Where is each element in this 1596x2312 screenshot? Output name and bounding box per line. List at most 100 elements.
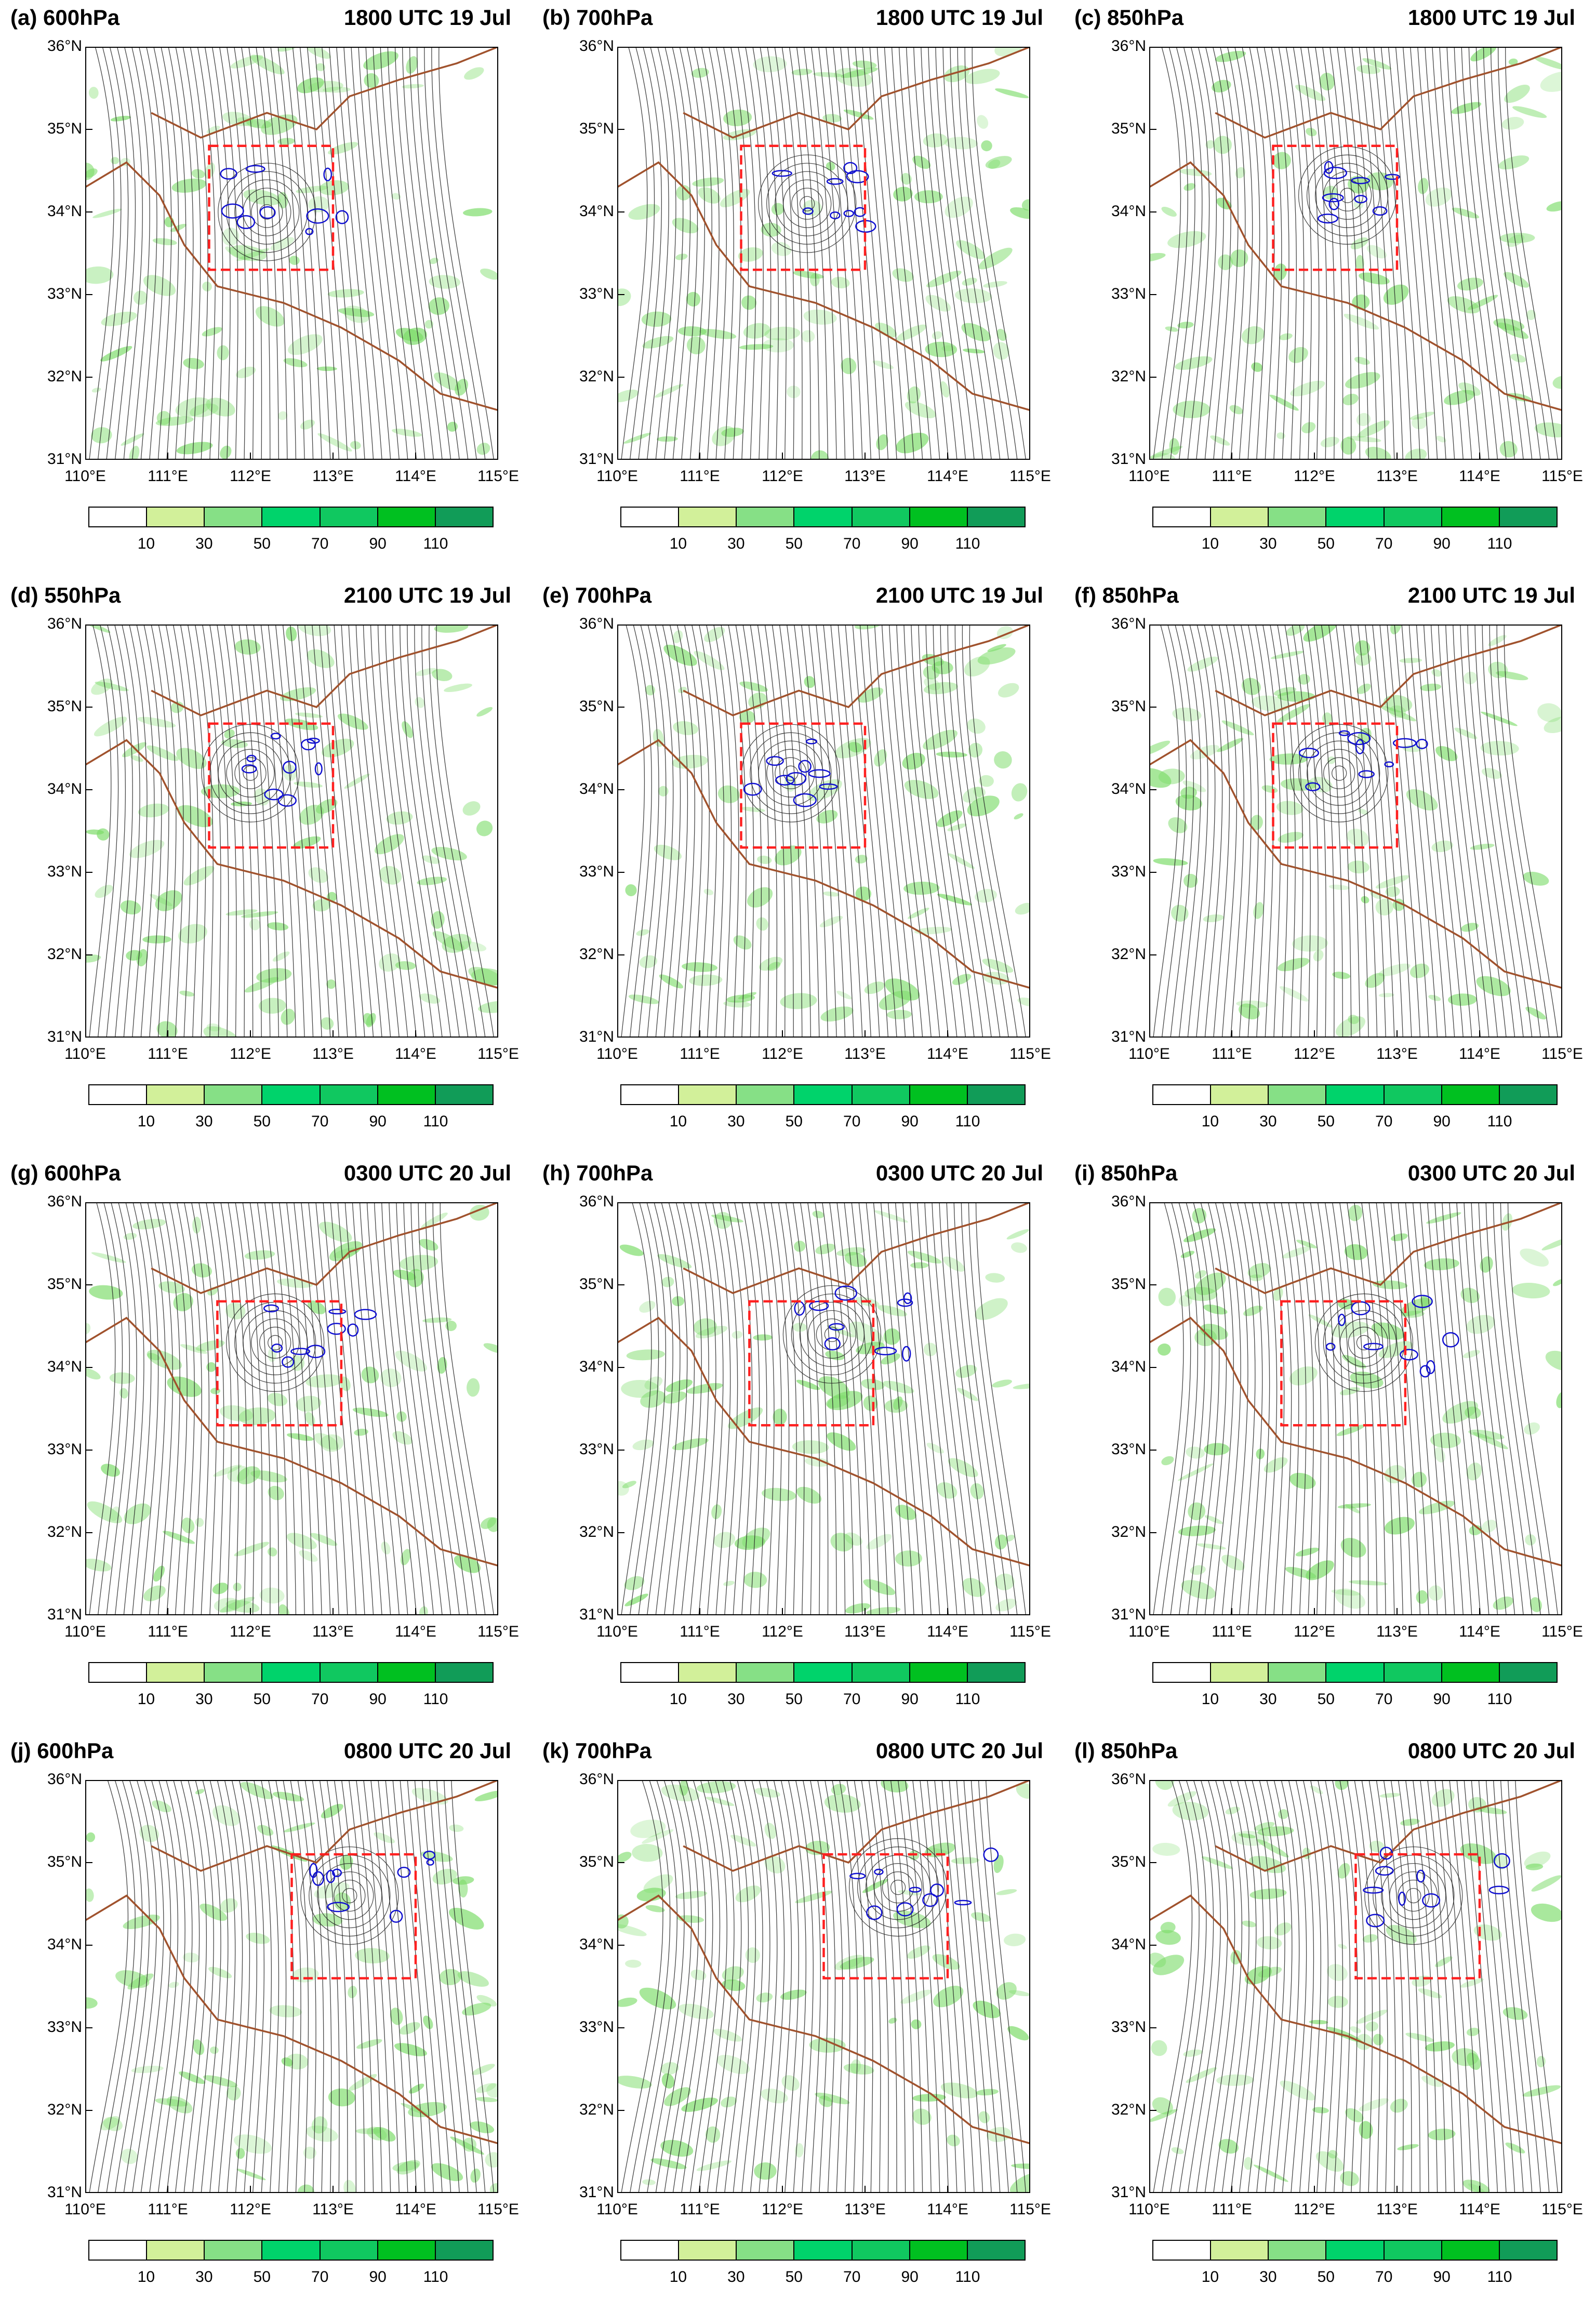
shading-blob [689, 974, 723, 986]
streamline [261, 1780, 280, 2193]
streamline [1265, 1780, 1285, 2193]
precip-contour [305, 1345, 326, 1359]
shading-blob [1175, 356, 1213, 370]
shading-blob [741, 295, 757, 310]
shading-blob [225, 1600, 260, 1613]
shading-blob [472, 2064, 495, 2075]
shading-blob [338, 308, 375, 317]
colorbar [620, 507, 1026, 527]
shading-blob [442, 934, 472, 953]
streamline [706, 624, 725, 1038]
streamline [1234, 47, 1253, 460]
shading-blob [1253, 2164, 1288, 2182]
shading-blob [831, 276, 850, 288]
x-tick-label: 115°E [1009, 1623, 1051, 1640]
streamline [1354, 1780, 1373, 2193]
shading-blob [1400, 1818, 1420, 1826]
shading-blob [1411, 416, 1427, 430]
shading-blob [818, 2095, 833, 2107]
shading-blob [1444, 390, 1475, 405]
shading-blob [1526, 310, 1536, 321]
streamline [1454, 47, 1498, 460]
streamline [1368, 1780, 1388, 2193]
y-tick-label: 31°N [579, 450, 614, 468]
x-tick-label: 111°E [148, 1623, 188, 1640]
shading-blob [996, 1889, 1017, 1895]
shading-blob [977, 647, 1016, 665]
shading-blob [1014, 813, 1023, 820]
panel-title: (h) 700hPa 0300 UTC 20 Jul [532, 1159, 1064, 1190]
streamline [1264, 47, 1282, 460]
vortex-circulation [766, 749, 815, 798]
precip-contour [306, 208, 329, 224]
streamline [1278, 47, 1297, 460]
streamline [209, 624, 229, 1038]
streamline [114, 624, 133, 1038]
shading-blob [1406, 789, 1438, 811]
vortex-circulation [325, 1871, 374, 1920]
colorbar-segment [737, 2241, 795, 2260]
shading-blob [182, 1952, 200, 1963]
shading-blob [1362, 58, 1392, 70]
panel-title: (b) 700hPa 1800 UTC 19 Jul [532, 3, 1064, 34]
shading-blob [982, 959, 1014, 973]
precip-contour [327, 1902, 350, 1912]
vortex-circulation [782, 1285, 882, 1384]
shading-blob [1190, 745, 1219, 760]
shading-blob [875, 322, 897, 338]
shading-blob [210, 2046, 219, 2054]
shading-blob [1221, 720, 1254, 736]
shading-blob [171, 178, 207, 193]
y-tick-label: 32°N [579, 946, 614, 963]
streamline [220, 1202, 240, 1615]
precip-contour [328, 1308, 347, 1314]
streamline [1446, 47, 1489, 460]
streamline [1412, 1202, 1446, 1615]
shading-blob [179, 2071, 206, 2084]
streamline [638, 47, 662, 460]
streamline [749, 1202, 767, 1615]
streamline [763, 1202, 782, 1615]
streamline [431, 47, 486, 460]
streamline [629, 1202, 659, 1615]
shading-blob [236, 2169, 266, 2181]
shading-blob [1365, 973, 1385, 988]
colorbar-label: 10 [669, 1691, 687, 1708]
streamline [1299, 624, 1319, 1038]
y-tick-label: 31°N [47, 2184, 82, 2201]
colorbar-segment [910, 1085, 968, 1104]
shading-blob [1273, 687, 1297, 696]
streamline [1504, 624, 1559, 1038]
streamline [905, 1780, 932, 2193]
y-tick-label: 34°N [47, 1358, 82, 1375]
streamline [638, 624, 659, 1038]
shading-blob [1309, 2019, 1328, 2025]
shading-blob [85, 954, 101, 963]
shading-blob [696, 1781, 736, 1793]
shading-blob [630, 1819, 666, 1838]
shading-blob [220, 445, 232, 459]
shading-blob [801, 330, 815, 342]
panel-title: (a) 600hPa 1800 UTC 19 Jul [0, 3, 532, 34]
shading-blob [1544, 716, 1562, 734]
colorbar-segment [1442, 508, 1500, 526]
precip-contour [241, 764, 257, 774]
map-svg [617, 47, 1030, 460]
shading-blob [676, 185, 691, 201]
streamline [1365, 624, 1395, 1038]
streamline [275, 1780, 294, 2193]
precip-contour [983, 1847, 999, 1862]
precip-contour [277, 794, 297, 807]
x-tick-label: 114°E [1459, 468, 1500, 485]
colorbar-label: 30 [195, 1113, 213, 1130]
y-tick-label: 33°N [1111, 863, 1146, 880]
shading-blob [1380, 706, 1416, 722]
shading-blob [298, 624, 331, 636]
shading-blob [183, 357, 204, 369]
precip-contour [843, 209, 854, 217]
shading-blob [220, 1405, 254, 1422]
shading-blob [286, 1533, 317, 1550]
x-tick-label: 115°E [1541, 1045, 1583, 1062]
shading-blob [1472, 1432, 1508, 1450]
streamline [1322, 47, 1344, 460]
